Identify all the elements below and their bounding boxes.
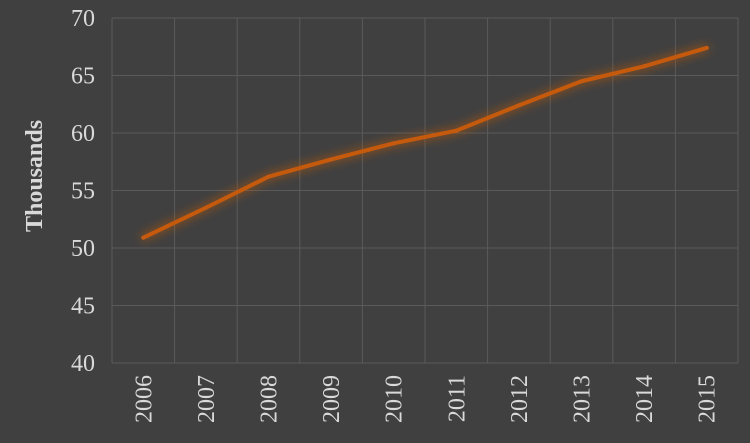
data-point [579, 79, 584, 84]
x-tick-label: 2007 [194, 375, 220, 423]
y-tick-label: 65 [71, 64, 95, 90]
x-tick-label: 2012 [507, 375, 533, 423]
y-tick-label: 40 [71, 351, 95, 377]
data-point [704, 45, 709, 50]
y-axis-title: Thousands [22, 120, 48, 232]
series-layer [141, 45, 709, 240]
y-tick-label: 60 [71, 121, 95, 147]
x-tick-label: 2006 [131, 375, 157, 423]
x-tick-label: 2008 [257, 375, 283, 423]
y-tick-label: 55 [71, 179, 95, 205]
x-axis-tick-labels: 2006 2007 2008 2009 2010 2011 2012 2013 2014 2015 [131, 375, 720, 423]
x-tick-label: 2011 [444, 375, 470, 422]
x-tick-label: 2009 [319, 375, 345, 423]
data-point [391, 141, 396, 146]
x-tick-label: 2015 [695, 375, 721, 423]
data-point [329, 157, 334, 162]
data-point [141, 235, 146, 240]
y-axis-tick-labels: 40 45 50 55 60 65 70 [71, 6, 95, 377]
data-point [203, 205, 208, 210]
grid [111, 17, 739, 364]
x-tick-label: 2010 [382, 375, 408, 423]
y-tick-label: 50 [71, 236, 95, 262]
x-tick-label: 2013 [570, 375, 596, 423]
data-point [642, 64, 647, 69]
series-line [141, 45, 709, 240]
y-tick-label: 45 [71, 294, 95, 320]
data-point [454, 128, 459, 133]
data-point [266, 174, 271, 179]
data-point [516, 103, 521, 108]
y-tick-label: 70 [71, 6, 95, 32]
x-tick-label: 2014 [632, 375, 658, 423]
